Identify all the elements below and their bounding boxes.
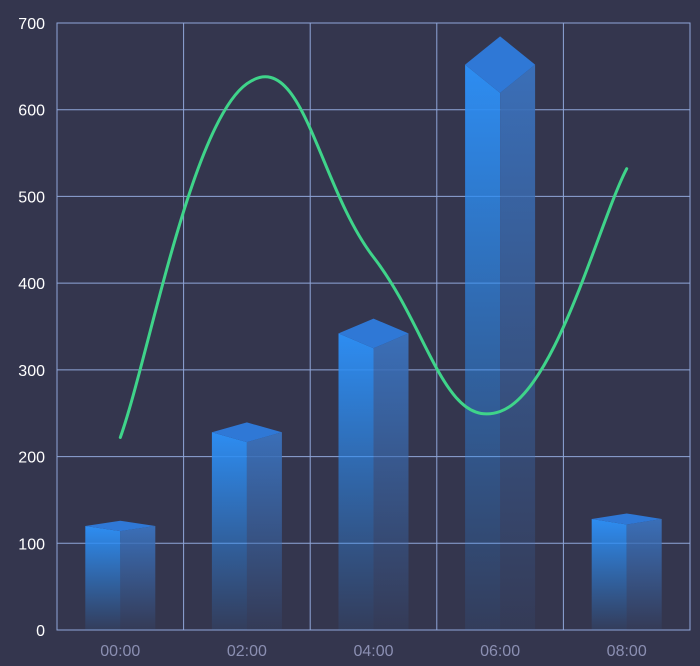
bar [591, 513, 662, 630]
y-axis-ticks: 0 100 200 300 400 500 600 700 [18, 16, 45, 640]
y-tick-label: 0 [36, 623, 45, 640]
x-axis-ticks: 00:00 02:00 04:00 06:00 08:00 [100, 643, 647, 660]
bar-side-face [246, 432, 282, 630]
bar-front-face [211, 432, 247, 630]
bar-side-face [120, 525, 156, 630]
bar-top-face [591, 513, 662, 525]
bar-top-face [211, 422, 282, 443]
bar-top-face [465, 36, 536, 93]
y-tick-label: 400 [18, 276, 45, 293]
x-tick-label: 06:00 [480, 643, 520, 660]
x-tick-label: 08:00 [607, 643, 647, 660]
bar [85, 520, 156, 630]
y-tick-label: 100 [18, 536, 45, 553]
y-tick-label: 500 [18, 189, 45, 206]
bar [465, 36, 536, 630]
y-tick-label: 700 [18, 16, 45, 33]
line-series [118, 75, 629, 439]
bar-side-face [500, 64, 536, 630]
x-tick-label: 02:00 [227, 643, 267, 660]
bar-side-face [626, 519, 662, 630]
bar [211, 422, 282, 630]
bar-front-face [465, 64, 501, 630]
bar-top-face [85, 520, 156, 532]
x-tick-label: 04:00 [353, 643, 393, 660]
line-path [118, 75, 629, 439]
bars [85, 36, 662, 630]
y-tick-label: 600 [18, 103, 45, 120]
bar-side-face [373, 333, 409, 630]
bar-front-face [338, 333, 374, 630]
bar [338, 318, 409, 630]
y-tick-label: 200 [18, 450, 45, 467]
x-tick-label: 00:00 [100, 643, 140, 660]
y-tick-label: 300 [18, 363, 45, 380]
bar-front-face [591, 519, 627, 630]
bar-front-face [85, 525, 121, 630]
bar-top-face [338, 318, 409, 349]
